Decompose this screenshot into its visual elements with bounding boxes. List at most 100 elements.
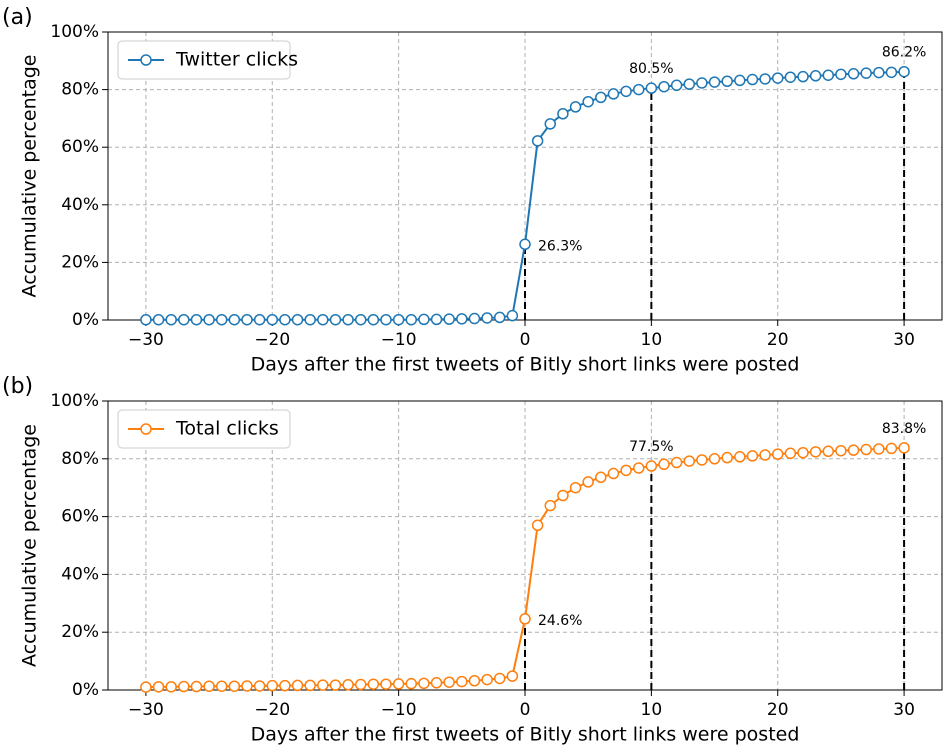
y-tick-label: 0%	[72, 310, 99, 330]
legend-label: Total clicks	[175, 418, 279, 440]
panel: (a) 0% 20% 40% 60% 80% 100% −30 −20 −10 0 10 20 30 Day…	[2, 5, 943, 376]
y-tick-label: 40%	[61, 195, 99, 215]
point	[215, 680, 228, 692]
point	[291, 313, 304, 326]
point	[367, 678, 380, 690]
point	[847, 68, 860, 80]
point	[582, 95, 594, 108]
point	[506, 309, 519, 322]
point	[405, 313, 418, 326]
point	[784, 71, 797, 83]
point	[279, 679, 291, 692]
point	[241, 680, 253, 692]
point	[481, 673, 493, 686]
point	[771, 72, 784, 84]
panel: (b) 0% 20% 40% 60% 80% 100% −30 −20 −10 0 10 20 30 Day…	[2, 374, 943, 746]
point	[683, 78, 696, 90]
point	[418, 677, 430, 690]
annotation: 83.8%	[882, 421, 926, 437]
point	[456, 675, 468, 688]
point	[835, 444, 847, 457]
point	[607, 88, 620, 100]
point	[696, 77, 708, 89]
x-tick-label: 10	[641, 700, 663, 720]
point	[645, 82, 658, 94]
point	[670, 79, 683, 92]
point	[291, 679, 304, 692]
x-axis-label: Days after the first tweets of Bitly sho…	[251, 354, 800, 376]
point	[771, 448, 784, 460]
point	[721, 451, 733, 464]
annotation: 80.5%	[629, 61, 673, 77]
annotation: 24.6%	[538, 613, 582, 629]
point	[418, 313, 430, 326]
point	[683, 455, 696, 467]
point	[746, 73, 759, 86]
point	[544, 499, 557, 512]
point	[531, 135, 544, 147]
panel-label: (a)	[2, 5, 33, 30]
point	[822, 69, 835, 81]
point	[873, 443, 885, 455]
x-tick-label: −10	[381, 700, 417, 720]
point	[342, 679, 354, 691]
point	[493, 672, 506, 685]
y-tick-label: 60%	[61, 137, 99, 157]
point	[203, 680, 215, 692]
point	[658, 80, 670, 93]
point	[569, 101, 582, 113]
legend-box	[117, 40, 291, 80]
point	[797, 446, 809, 459]
point	[632, 462, 645, 474]
point	[367, 313, 380, 326]
point	[898, 442, 910, 454]
point	[392, 678, 405, 690]
y-tick-label: 80%	[61, 80, 99, 100]
point	[898, 65, 910, 78]
point	[443, 313, 455, 325]
point	[241, 313, 253, 326]
point	[266, 313, 279, 326]
x-tick-label: 30	[893, 700, 915, 720]
point	[304, 679, 316, 692]
point	[759, 73, 771, 85]
point	[140, 681, 152, 693]
y-tick-label: 100%	[50, 391, 99, 411]
point	[430, 313, 443, 326]
x-tick-label: 20	[767, 330, 789, 350]
point	[658, 458, 670, 471]
point	[329, 313, 342, 326]
y-tick-label: 0%	[72, 680, 99, 700]
point	[595, 471, 607, 484]
point	[885, 66, 898, 79]
point	[329, 679, 342, 691]
y-tick-label: 60%	[61, 507, 99, 527]
point	[784, 447, 797, 460]
legend-box	[117, 409, 291, 449]
point	[178, 313, 190, 326]
y-tick-label: 100%	[50, 22, 99, 42]
point	[253, 313, 266, 326]
point	[140, 313, 152, 326]
point	[557, 108, 569, 120]
point	[759, 449, 771, 461]
point	[746, 450, 759, 462]
legend-marker	[140, 54, 152, 66]
point	[380, 678, 392, 690]
point	[203, 313, 215, 326]
x-tick-label: −20	[254, 700, 290, 720]
point	[279, 313, 291, 326]
point	[456, 313, 468, 325]
point	[228, 313, 241, 326]
point	[468, 675, 481, 687]
point	[809, 446, 822, 458]
point	[443, 676, 455, 688]
point	[569, 481, 582, 494]
point	[493, 311, 506, 324]
point	[165, 681, 177, 693]
point	[519, 238, 531, 251]
legend-marker	[140, 423, 152, 435]
annotation: 77.5%	[629, 439, 673, 455]
point	[354, 678, 367, 691]
